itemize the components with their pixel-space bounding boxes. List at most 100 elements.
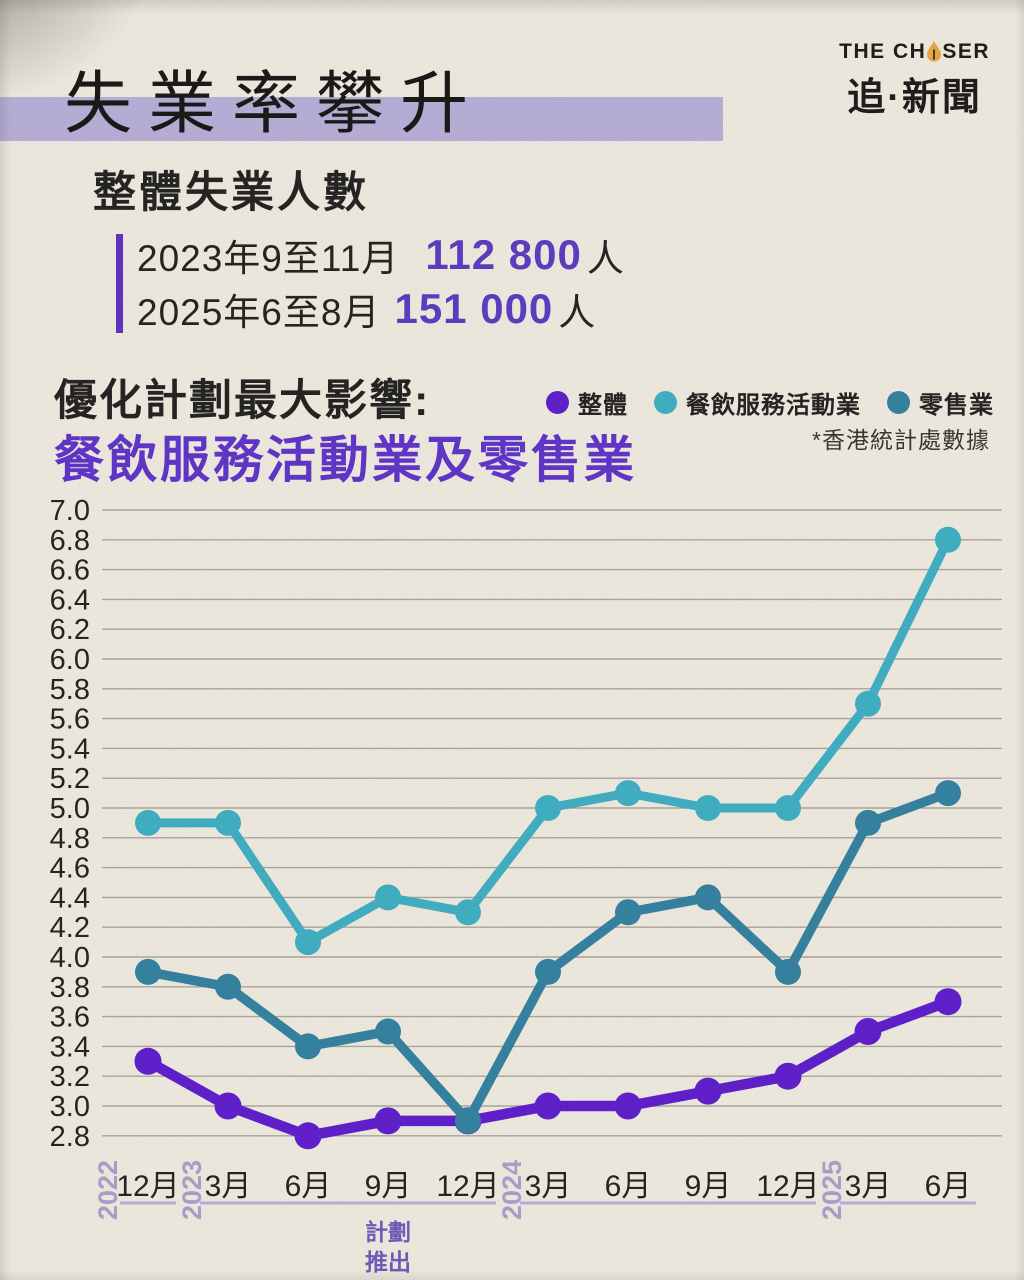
unemployment-stats: 2023年9至11月 112 800 人 2025年6至8月 151 000 人	[137, 228, 624, 336]
svg-text:3月: 3月	[205, 1170, 252, 1203]
legend-item-retail: 零售業	[887, 385, 994, 420]
data-point	[935, 526, 961, 553]
stat-unit: 人	[558, 292, 596, 333]
data-point	[695, 884, 721, 911]
svg-text:6.4: 6.4	[50, 584, 90, 616]
svg-text:5.6: 5.6	[50, 704, 90, 736]
svg-text:3月: 3月	[845, 1170, 892, 1203]
data-point	[774, 1062, 802, 1090]
logo-text-zh: 追·新聞	[847, 77, 982, 119]
legend-label-food-services: 餐飲服務活動業	[686, 392, 861, 419]
data-point	[535, 795, 561, 821]
logo-text-en: THE CH SER	[839, 40, 990, 64]
page-title: 失業率攀升	[64, 66, 485, 142]
stat-row: 2023年9至11月 112 800 人	[137, 228, 624, 282]
logo-en-post: SER	[942, 40, 990, 63]
data-point	[935, 780, 961, 807]
svg-text:5.4: 5.4	[50, 733, 90, 765]
legend-dot-overall	[546, 391, 569, 414]
svg-text:3.6: 3.6	[50, 1002, 90, 1034]
data-point	[614, 1092, 642, 1120]
data-point	[455, 899, 481, 926]
data-point	[294, 1122, 322, 1150]
svg-text:12月: 12月	[436, 1170, 499, 1203]
legend-item-food-services: 餐飲服務活動業	[654, 385, 861, 420]
svg-text:5.2: 5.2	[50, 763, 90, 795]
data-point	[775, 958, 801, 985]
svg-text:6.8: 6.8	[50, 525, 90, 557]
svg-text:12月: 12月	[756, 1170, 819, 1203]
stats-heading: 整體失業人數	[93, 169, 369, 217]
svg-text:6月: 6月	[285, 1170, 332, 1203]
y-axis-labels: 7.06.86.66.46.26.05.85.65.45.25.04.84.6 4…	[50, 495, 90, 1153]
data-point	[135, 958, 161, 985]
svg-text:推出: 推出	[365, 1249, 411, 1275]
data-point	[295, 1033, 321, 1060]
svg-text:4.6: 4.6	[50, 853, 90, 885]
stats-accent-bar	[116, 234, 123, 333]
source-note: *香港統計處數據	[812, 427, 990, 453]
data-point	[615, 780, 641, 807]
data-point	[134, 1047, 162, 1075]
svg-text:6.0: 6.0	[50, 644, 90, 676]
svg-text:9月: 9月	[685, 1170, 732, 1203]
svg-text:3.4: 3.4	[50, 1031, 90, 1063]
data-point	[934, 988, 962, 1016]
svg-text:9月: 9月	[365, 1170, 412, 1203]
legend-item-overall: 整體	[546, 385, 628, 420]
data-point	[375, 884, 401, 911]
svg-text:5.8: 5.8	[50, 674, 90, 706]
svg-text:5.0: 5.0	[50, 793, 90, 825]
svg-text:2022: 2022	[93, 1160, 123, 1220]
data-point	[214, 1092, 242, 1120]
svg-text:2.8: 2.8	[50, 1121, 90, 1153]
logo-en-pre: THE CH	[839, 40, 927, 63]
svg-text:4.2: 4.2	[50, 912, 90, 944]
svg-text:12月: 12月	[116, 1170, 179, 1203]
impact-highlight-text: 餐飲服務活動業及零售業	[54, 432, 637, 488]
stat-row: 2025年6至8月 151 000 人	[137, 282, 624, 336]
data-point	[295, 929, 321, 956]
legend-dot-retail	[887, 391, 910, 414]
stat-period: 2023年9至11月	[137, 238, 400, 279]
data-point	[215, 809, 241, 836]
svg-text:2025: 2025	[817, 1160, 847, 1220]
stat-value: 112 800	[425, 231, 582, 278]
data-point	[775, 795, 801, 821]
data-point	[135, 809, 161, 836]
data-point	[535, 958, 561, 985]
svg-text:6月: 6月	[605, 1170, 652, 1203]
svg-text:3.0: 3.0	[50, 1091, 90, 1123]
chart-legend: 整體 餐飲服務活動業 零售業	[546, 385, 994, 420]
impact-heading: 優化計劃最大影響:	[54, 377, 431, 425]
data-point	[695, 795, 721, 821]
svg-text:計劃: 計劃	[365, 1219, 411, 1245]
svg-text:3月: 3月	[525, 1170, 572, 1203]
svg-text:6月: 6月	[925, 1170, 972, 1203]
svg-text:3.8: 3.8	[50, 972, 90, 1004]
svg-text:7.0: 7.0	[50, 495, 90, 527]
data-point	[455, 1107, 481, 1134]
svg-text:6.2: 6.2	[50, 614, 90, 646]
stat-unit: 人	[586, 238, 624, 279]
data-point	[215, 973, 241, 1000]
legend-label-overall: 整體	[578, 392, 628, 419]
svg-text:2024: 2024	[497, 1160, 527, 1220]
stat-period: 2025年6至8月	[137, 292, 381, 333]
data-point	[615, 899, 641, 926]
svg-text:6.6: 6.6	[50, 555, 90, 587]
legend-label-retail: 零售業	[919, 392, 994, 419]
svg-text:3.2: 3.2	[50, 1061, 90, 1093]
data-point	[375, 1018, 401, 1045]
stat-value: 151 000	[394, 285, 554, 332]
data-point	[534, 1092, 562, 1120]
svg-text:4.8: 4.8	[50, 823, 90, 855]
pen-nib-icon	[927, 40, 942, 62]
svg-text:2023: 2023	[177, 1160, 207, 1220]
chaser-logo: THE CH SER 追·新聞	[839, 40, 990, 121]
svg-text:4.0: 4.0	[50, 942, 90, 974]
legend-dot-food-services	[654, 391, 677, 414]
data-point	[854, 1018, 882, 1045]
